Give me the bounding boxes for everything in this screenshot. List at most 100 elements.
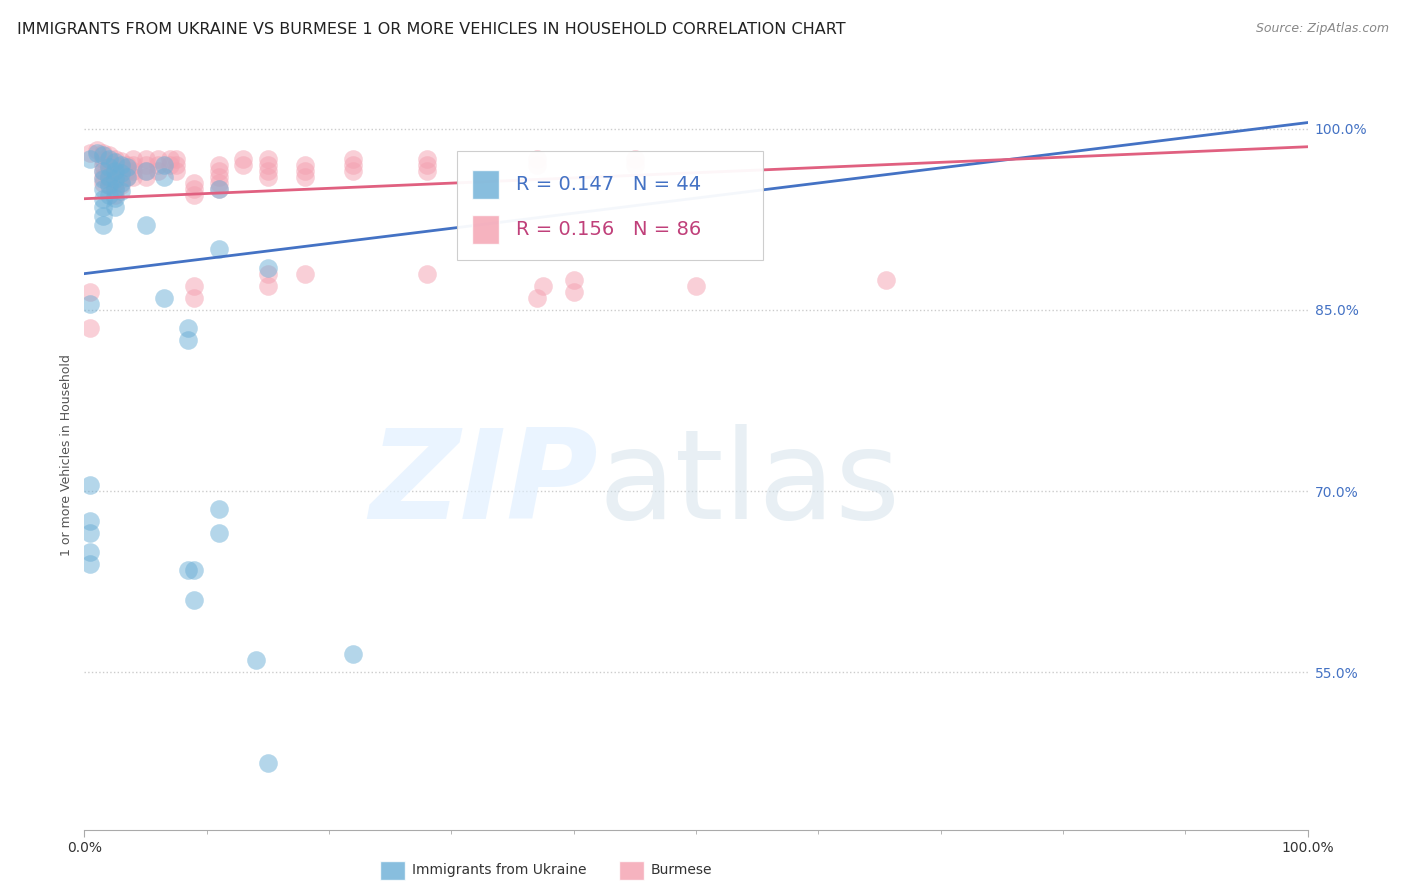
Point	[110, 154, 132, 169]
Point	[115, 161, 138, 175]
Point	[165, 152, 187, 166]
Point	[104, 164, 127, 178]
Point	[294, 158, 316, 172]
Point	[875, 273, 897, 287]
Point	[257, 169, 280, 184]
Point	[86, 145, 108, 160]
Point	[294, 164, 316, 178]
Point	[208, 526, 231, 541]
Point	[104, 188, 127, 202]
Point	[257, 158, 280, 172]
Text: Source: ZipAtlas.com: Source: ZipAtlas.com	[1256, 22, 1389, 36]
Point	[79, 526, 101, 541]
Point	[115, 169, 138, 184]
Point	[110, 176, 132, 190]
Point	[257, 278, 280, 293]
Point	[531, 278, 554, 293]
Point	[183, 176, 205, 190]
Point	[177, 321, 200, 335]
Point	[91, 152, 114, 166]
Point	[159, 158, 181, 172]
Point	[159, 152, 181, 166]
Point	[294, 267, 316, 281]
Point	[135, 219, 157, 233]
Text: atlas: atlas	[598, 425, 900, 545]
Point	[110, 161, 132, 175]
Point	[104, 164, 127, 178]
Point	[153, 291, 176, 305]
Point	[86, 144, 108, 158]
Point	[257, 267, 280, 281]
Point	[257, 164, 280, 178]
Point	[104, 152, 127, 166]
Point	[91, 200, 114, 214]
Point	[294, 169, 316, 184]
Point	[91, 148, 114, 162]
Point	[177, 333, 200, 347]
Point	[110, 172, 132, 186]
Point	[79, 544, 101, 558]
Point	[79, 557, 101, 571]
Point	[165, 164, 187, 178]
Point	[104, 200, 127, 214]
Point	[91, 176, 114, 190]
FancyBboxPatch shape	[457, 152, 763, 260]
Point	[104, 155, 127, 169]
Point	[257, 260, 280, 275]
Point	[257, 152, 280, 166]
Point	[110, 166, 132, 180]
Text: IMMIGRANTS FROM UKRAINE VS BURMESE 1 OR MORE VEHICLES IN HOUSEHOLD CORRELATION C: IMMIGRANTS FROM UKRAINE VS BURMESE 1 OR …	[17, 22, 845, 37]
Point	[115, 169, 138, 184]
Point	[183, 188, 205, 202]
Point	[79, 478, 101, 492]
Point	[97, 178, 120, 193]
Point	[110, 166, 132, 180]
Point	[526, 291, 548, 305]
Point	[104, 176, 127, 190]
Point	[79, 515, 101, 529]
Point	[183, 563, 205, 577]
Point	[342, 158, 364, 172]
Point	[342, 152, 364, 166]
Text: Immigrants from Ukraine: Immigrants from Ukraine	[412, 863, 586, 877]
Point	[416, 158, 439, 172]
Point	[104, 169, 127, 184]
Point	[183, 182, 205, 196]
Point	[104, 190, 127, 204]
Point	[104, 182, 127, 196]
Point	[183, 291, 205, 305]
Point	[165, 158, 187, 172]
Text: ZIP: ZIP	[370, 425, 598, 545]
Point	[91, 209, 114, 223]
Point	[110, 178, 132, 193]
Point	[526, 158, 548, 172]
Point	[177, 563, 200, 577]
Point	[208, 182, 231, 196]
Point	[104, 172, 127, 186]
Point	[526, 152, 548, 166]
Point	[110, 158, 132, 172]
Point	[122, 169, 145, 184]
Point	[135, 158, 157, 172]
Point	[79, 152, 101, 166]
Point	[208, 182, 231, 196]
Point	[232, 158, 254, 172]
Point	[153, 169, 176, 184]
Point	[208, 176, 231, 190]
Point	[91, 172, 114, 186]
FancyBboxPatch shape	[472, 215, 499, 244]
Point	[562, 285, 585, 299]
Point	[245, 653, 267, 667]
FancyBboxPatch shape	[472, 170, 499, 199]
Point	[153, 158, 176, 172]
Point	[97, 188, 120, 202]
Point	[97, 161, 120, 175]
Point	[97, 169, 120, 184]
Point	[146, 152, 169, 166]
Point	[91, 158, 114, 172]
Point	[208, 243, 231, 257]
Point	[624, 152, 647, 166]
Point	[562, 273, 585, 287]
Point	[146, 164, 169, 178]
Point	[97, 152, 120, 166]
